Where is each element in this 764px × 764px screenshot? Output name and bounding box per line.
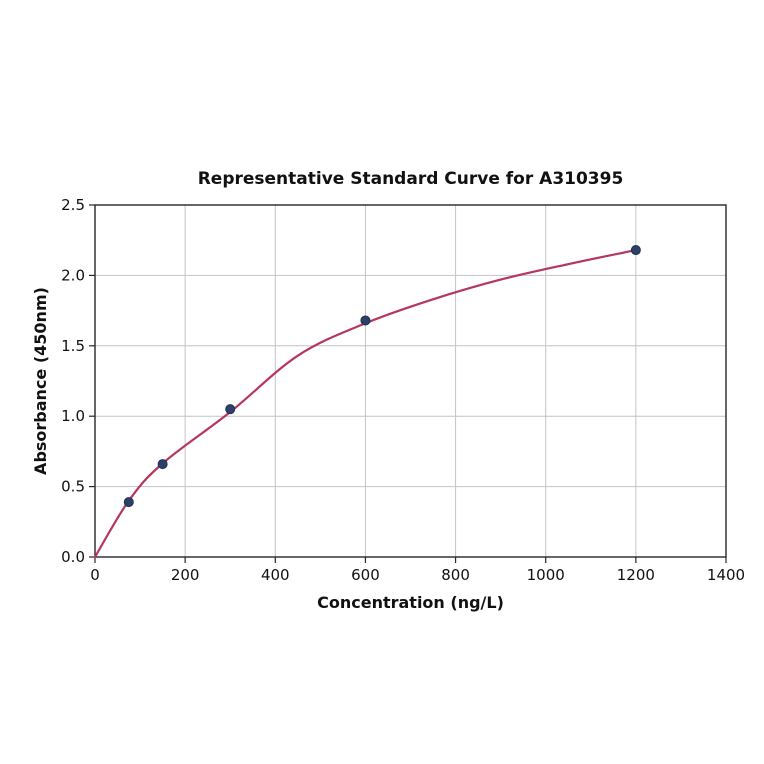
y-axis-label: Absorbance (450nm)	[31, 287, 50, 475]
data-points	[123, 245, 641, 508]
y-tick-label: 2.0	[61, 266, 85, 284]
x-tick-label: 400	[261, 566, 290, 584]
data-point	[630, 245, 641, 256]
x-tick-label: 800	[441, 566, 470, 584]
fit-curve-line	[93, 248, 637, 559]
grid-lines	[94, 204, 727, 558]
data-point	[360, 315, 371, 326]
x-tick-label: 200	[171, 566, 200, 584]
y-tick-label: 2.5	[61, 196, 85, 214]
chart-title: Representative Standard Curve for A31039…	[198, 169, 624, 189]
data-point	[225, 404, 236, 415]
x-tick-label: 600	[351, 566, 380, 584]
x-tick-label: 0	[90, 566, 100, 584]
data-point	[157, 459, 168, 470]
data-point	[123, 497, 134, 508]
axis-ticks: 0 200 400 600 800 1000 1200 1400 0.0 0.5 1.0 1.5 2.0…	[61, 196, 745, 584]
y-tick-label: 1.0	[61, 407, 85, 425]
x-tick-label: 1400	[707, 566, 745, 584]
plot-border	[94, 204, 727, 558]
y-tick-label: 0.5	[61, 478, 85, 496]
x-axis-label: Concentration (ng/L)	[317, 593, 504, 612]
y-tick-label: 1.5	[61, 337, 85, 355]
y-tick-label: 0.0	[61, 548, 85, 566]
x-tick-label: 1000	[527, 566, 565, 584]
x-tick-label: 1200	[617, 566, 655, 584]
